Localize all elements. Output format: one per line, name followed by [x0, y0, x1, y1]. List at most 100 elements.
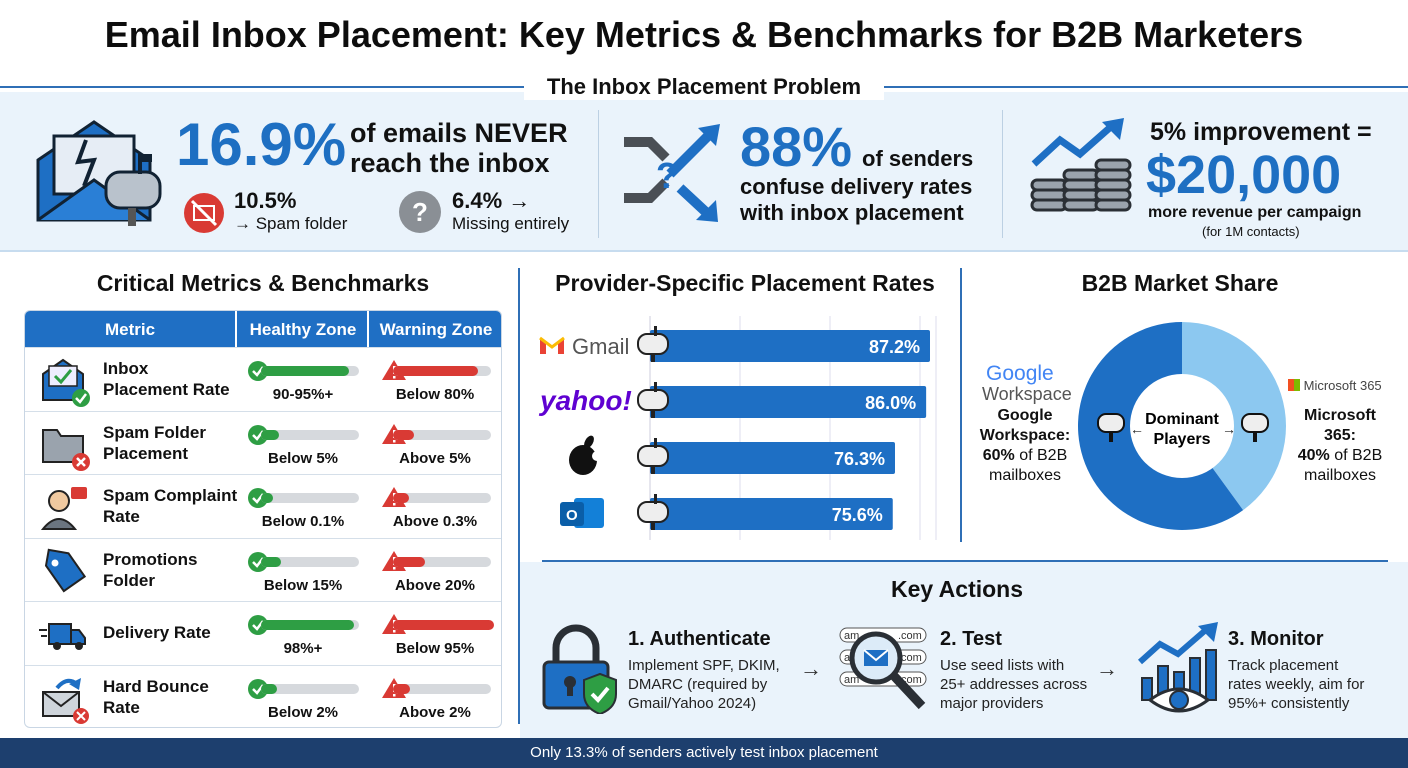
provider-bar	[650, 386, 927, 418]
spam-folder-label: → Spam folder	[234, 214, 348, 233]
lock-shield-icon	[542, 624, 617, 714]
svg-text:O: O	[566, 507, 578, 524]
providers-title: Provider-Specific Placement Rates	[555, 270, 935, 296]
revenue-text: more revenue per campaign	[1148, 204, 1362, 221]
healthy-bar	[261, 493, 359, 504]
key-actions-panel	[520, 562, 1408, 738]
provider-bar	[650, 498, 893, 530]
healthy-value: 90-95%+	[272, 386, 334, 403]
revenue-stat: $20,000	[1146, 145, 1342, 205]
mailbox-icon	[1241, 413, 1269, 442]
divider	[518, 268, 520, 724]
section-rule	[542, 560, 1388, 562]
missing-label: Missing entirely	[452, 214, 570, 233]
coins-growth-icon	[1030, 118, 1132, 212]
warning-bar	[393, 620, 494, 631]
metrics-title: Critical Metrics & Benchmarks	[96, 270, 430, 296]
warning-value: Below 95%	[395, 640, 475, 658]
senders-text: of senders	[862, 146, 974, 171]
share-title: B2B Market Share	[1081, 270, 1279, 296]
envelope-check-icon	[42, 358, 90, 407]
arrow-icon: →	[800, 656, 822, 681]
healthy-value: Below 15%	[263, 576, 343, 594]
metric-row: Spam Complaint Rate Below 0.1% Above 0.3%	[25, 474, 501, 537]
revenue-note: (for 1M contacts)	[1202, 224, 1300, 239]
healthy-value: Below 0.1%	[261, 513, 345, 531]
action-test-title: 2. Test	[940, 628, 1002, 650]
provider-bar	[650, 330, 930, 362]
action-test-text: Use seed lists with 25+ addresses across m…	[940, 657, 1088, 712]
donut-center-l1: Dominant	[1145, 411, 1219, 428]
mailbox-icon	[637, 494, 669, 530]
metric-row: Promotions Folder Below 15% Above 20%	[25, 537, 501, 601]
microsoft-share-label: Microsoft 365: 40% of B2B mailboxes	[1297, 407, 1383, 484]
mailbox-icon	[1097, 413, 1125, 442]
spam-block-icon	[184, 193, 224, 233]
healthy-bar	[261, 620, 359, 631]
warning-bar	[393, 556, 491, 567]
healthy-bar	[261, 684, 359, 694]
warning-bar	[393, 684, 491, 694]
problem-heading: The Inbox Placement Problem	[524, 74, 884, 100]
donut-slice	[1182, 322, 1286, 511]
warning-value: Above 5%	[399, 449, 471, 467]
action-authenticate-title: 1. Authenticate	[628, 628, 771, 650]
arrow-icon: →	[1096, 656, 1118, 681]
footer-banner: Only 13.3% of senders actively test inbo…	[0, 738, 1408, 768]
svg-text:am: am	[844, 630, 859, 642]
never-inbox-stat: 16.9%	[176, 111, 347, 178]
header-warning: Warning Zone	[379, 320, 493, 339]
divider	[598, 110, 599, 238]
senders-confuse-stat: 88%	[740, 115, 853, 178]
improvement-intro: 5% improvement =	[1150, 118, 1372, 146]
action-monitor-text: Track placement rates weekly, aim for 95%+…	[1228, 657, 1365, 712]
donut-center-l2: Players	[1154, 431, 1211, 448]
market-share-donut: Dominant Players ← →	[1078, 322, 1286, 530]
healthy-bar	[261, 556, 359, 567]
bounce-mail-icon	[42, 678, 89, 724]
spam-folder-stat: 10.5%	[234, 188, 297, 213]
metric-name: Promotions Folder	[103, 549, 198, 590]
warning-bar	[393, 366, 491, 376]
provider-rate-label: 86.0%	[865, 393, 916, 413]
mailbox-icon	[637, 382, 669, 418]
apple-logo	[569, 435, 602, 475]
svg-text:.com: .com	[898, 652, 922, 664]
angry-user-icon	[40, 487, 87, 531]
svg-text:am: am	[844, 674, 859, 686]
action-monitor-title: 3. Monitor	[1228, 628, 1324, 650]
header-healthy: Healthy Zone	[249, 320, 357, 339]
metric-name: Inbox Placement Rate	[103, 359, 230, 399]
header-metric: Metric	[104, 320, 156, 339]
healthy-bar	[261, 429, 359, 440]
action-authenticate-text: Implement SPF, DKIM, DMARC (required by Gm…	[628, 657, 780, 712]
provider-rate-label: 75.6%	[832, 505, 883, 525]
warning-bar	[393, 493, 491, 504]
never-inbox-text: of emails NEVER reach the inbox	[350, 118, 568, 178]
outlook-logo: O	[560, 498, 604, 528]
healthy-value: Below 2%	[267, 704, 339, 721]
confused-arrows-icon: ?	[624, 124, 720, 222]
metric-name: Hard Bounce Rate	[103, 677, 209, 717]
problem-panel: 16.9% of emails NEVER reach the inbox 10.…	[0, 92, 1408, 252]
yahoo-logo: yahoo!	[538, 385, 632, 416]
google-workspace-logo: Google	[986, 362, 1054, 385]
metrics-table-header: Metric Healthy Zone Warning Zone	[25, 311, 501, 347]
folder-x-icon	[42, 428, 90, 471]
mailbox-icon	[637, 438, 669, 474]
microsoft-365-logo: Microsoft 365	[1288, 378, 1382, 393]
warning-value: Below 80%	[395, 386, 475, 403]
svg-text:?: ?	[656, 155, 678, 196]
google-share-label: Google Workspace: 60% of B2B mailboxes	[979, 407, 1071, 484]
confuse-text: confuse delivery rates with inbox placeme…	[740, 174, 973, 225]
divider	[1002, 110, 1003, 238]
seed-test-magnifier-icon: am.com am.com am.com	[839, 627, 927, 710]
provider-rate-label: 87.2%	[869, 337, 920, 357]
page-title: Email Inbox Placement: Key Metrics & Ben…	[104, 14, 1304, 55]
warning-value: Above 2%	[399, 704, 471, 721]
monitor-chart-eye-icon	[1137, 622, 1218, 713]
metric-row: Spam Folder Placement Below 5% Above 5%	[25, 410, 501, 474]
provider-chart: Gmail yahoo! O 87.2% 86.0% 76.3% 75.6%	[538, 316, 937, 540]
warning-value: Above 0.3%	[392, 513, 478, 531]
